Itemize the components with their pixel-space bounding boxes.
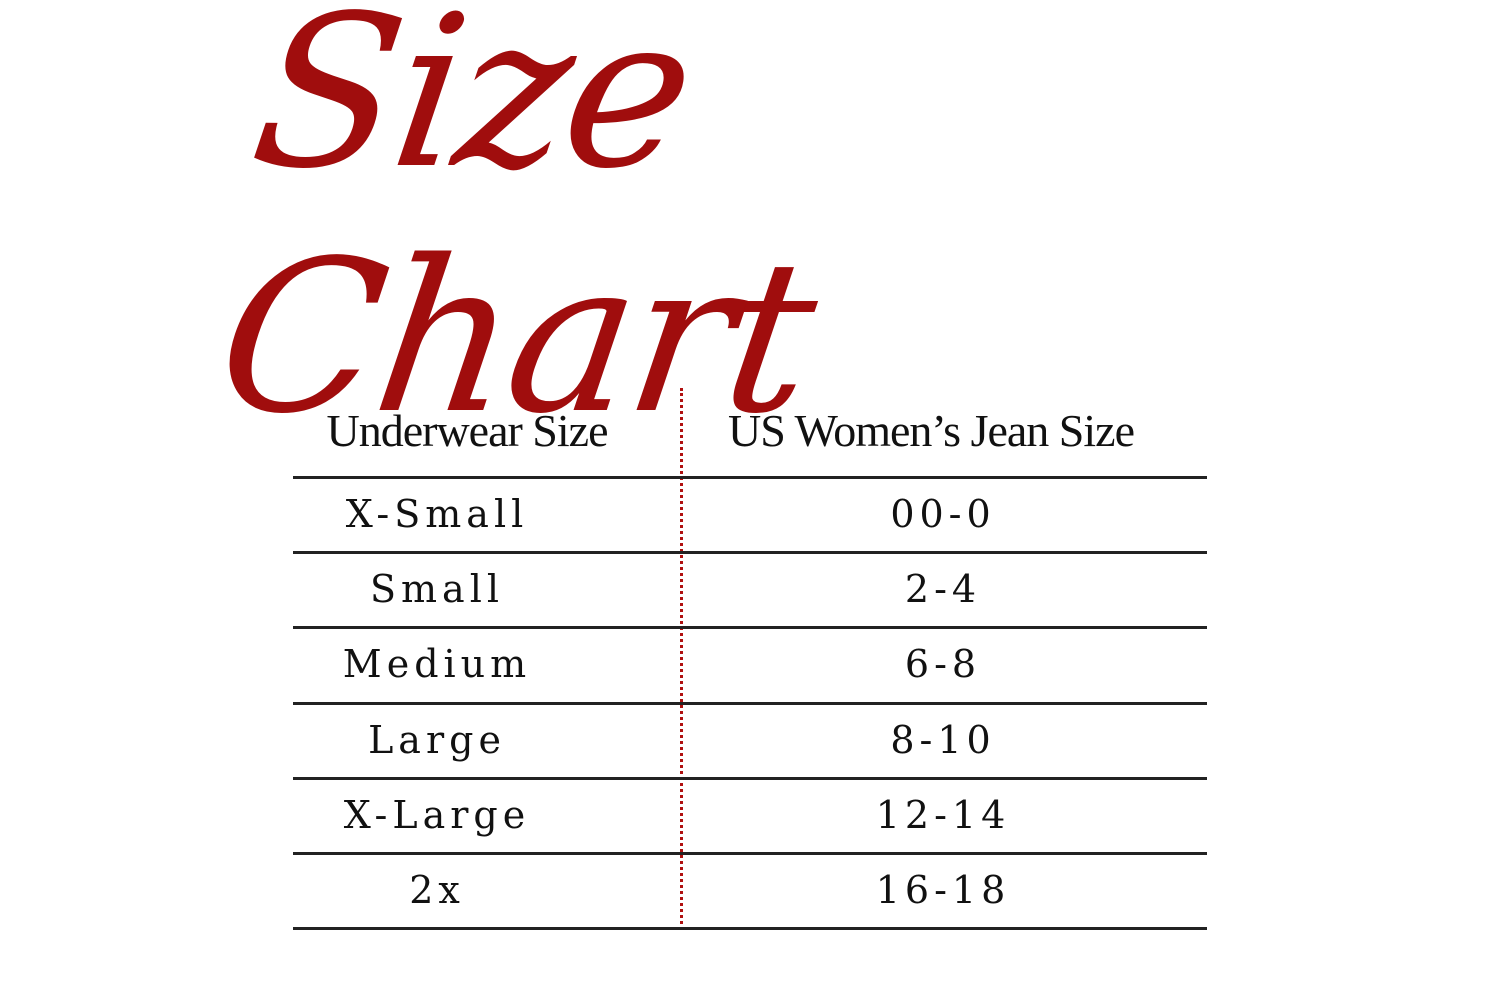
underwear-size-cell: X-Large bbox=[343, 793, 531, 837]
row-rule bbox=[293, 476, 1207, 479]
jean-size-cell: 6-8 bbox=[904, 642, 982, 686]
page-title: Size Chart bbox=[205, 0, 826, 460]
underwear-size-cell: Small bbox=[369, 567, 505, 611]
row-rule bbox=[293, 702, 1207, 705]
column-divider bbox=[680, 388, 683, 930]
underwear-size-cell: Large bbox=[368, 718, 506, 762]
jean-size-cell: 2-4 bbox=[904, 567, 982, 611]
header-jean-size: US Women’s Jean Size bbox=[727, 405, 1135, 456]
row-rule bbox=[293, 551, 1207, 554]
row-rule bbox=[293, 626, 1207, 629]
row-rule bbox=[293, 852, 1207, 855]
jean-size-cell: 00-0 bbox=[890, 492, 996, 536]
jean-size-cell: 12-14 bbox=[875, 793, 1011, 837]
underwear-size-cell: Medium bbox=[342, 642, 532, 686]
header-underwear-size: Underwear Size bbox=[326, 405, 608, 456]
jean-size-cell: 16-18 bbox=[875, 868, 1011, 912]
underwear-size-cell: 2x bbox=[409, 868, 465, 912]
row-rule bbox=[293, 927, 1207, 930]
row-rule bbox=[293, 777, 1207, 780]
jean-size-cell: 8-10 bbox=[890, 718, 996, 762]
underwear-size-cell: X-Small bbox=[345, 492, 529, 536]
